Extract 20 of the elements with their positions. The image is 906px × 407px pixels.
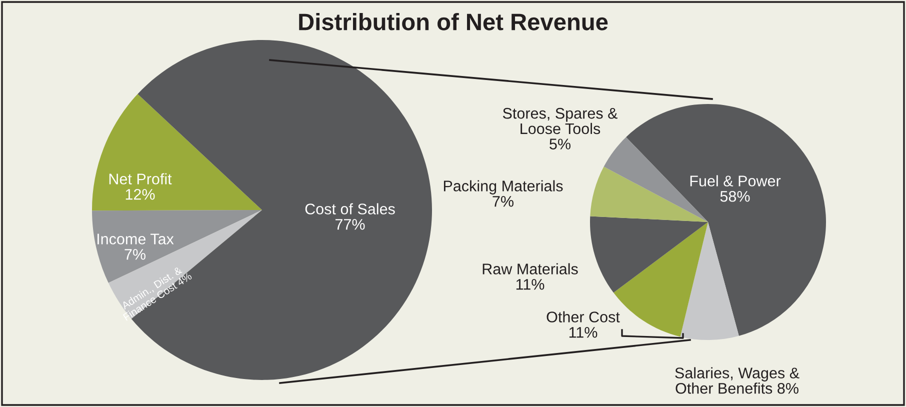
slice-label: Stores, Spares & Loose Tools [502,108,618,134]
slice-label: Fuel & Power [690,175,781,186]
data-label: 12% [126,188,155,200]
slice-label: Income Tax [97,234,174,244]
data-label: 7% [492,196,514,207]
data-label: 11% [516,279,544,290]
data-label: 58% [720,190,750,202]
slice-label: Other Cost [546,311,620,322]
slice-label: Salaries, Wages & Other Benefits 8% [675,367,800,394]
pie-slice [92,94,262,211]
slice-label: Net Profit [109,173,172,184]
pie-slice [680,222,739,340]
data-label: 7% [124,249,146,260]
chart-title: Distribution of Net Revenue [299,12,608,30]
slice-label: Raw Materials [482,263,578,274]
data-label: 11% [569,327,598,338]
data-label: 77% [335,219,365,230]
slice-label: Cost of Sales [305,203,395,214]
data-label: 5% [550,138,570,150]
slice-label: Packing Materials [444,180,563,194]
